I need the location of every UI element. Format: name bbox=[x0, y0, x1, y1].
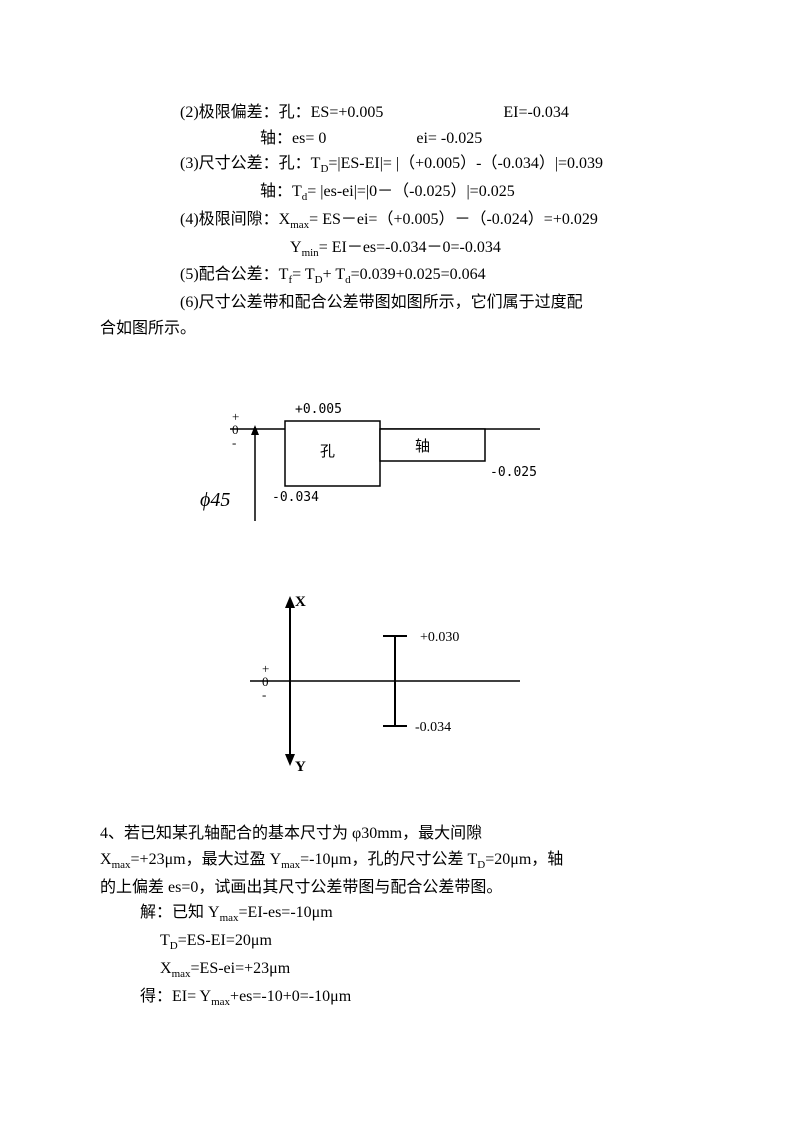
diagram1-svg: + 0 - +0.005 孔 轴 -0.034 -0.025 ϕ45 bbox=[200, 381, 560, 541]
line-2a: (2)极限偏差：孔：ES=+0.005EI=-0.034 bbox=[100, 100, 700, 126]
line-3a: (3)尺寸公差：孔：TD=|ES-EI|= |（+0.005）-（-0.034）… bbox=[100, 151, 700, 179]
q4-l6: Xmax=ES-ei=+23μm bbox=[100, 956, 700, 984]
d1-hole-label: 孔 bbox=[320, 443, 335, 460]
d1-phi: ϕ45 bbox=[200, 489, 230, 511]
tolerance-diagram-1: + 0 - +0.005 孔 轴 -0.034 -0.025 ϕ45 bbox=[200, 381, 700, 546]
line-3b: 轴：Td= |es-ei|=|0－（-0.025）|=0.025 bbox=[100, 179, 700, 207]
q4-l7: 得：EI= Ymax+es=-10+0=-10μm bbox=[100, 984, 700, 1012]
d1-br: -0.025 bbox=[490, 465, 537, 480]
q4-l1: 4、若已知某孔轴配合的基本尺寸为 φ30mm，最大间隙 bbox=[100, 821, 700, 847]
d2-top: +0.030 bbox=[420, 630, 459, 645]
d1-shaft-label: 轴 bbox=[415, 438, 430, 455]
line-6b: 合如图所示。 bbox=[100, 316, 700, 342]
diagram2-svg: X Y + 0 - +0.030 -0.034 bbox=[200, 586, 560, 776]
q4-l5: TD=ES-EI=20μm bbox=[100, 928, 700, 956]
d2-y: Y bbox=[295, 759, 306, 775]
line-2b: 轴：es= 0ei= -0.025 bbox=[100, 126, 700, 152]
q4-l4: 解：已知 Ymax=EI-es=-10μm bbox=[100, 900, 700, 928]
line-4b: Ymin= EI－es=-0.034－0=-0.034 bbox=[100, 235, 700, 263]
solution-text: (2)极限偏差：孔：ES=+0.005EI=-0.034 轴：es= 0ei= … bbox=[100, 100, 700, 341]
tolerance-diagram-2: X Y + 0 - +0.030 -0.034 bbox=[200, 586, 700, 781]
q4-l2: Xmax=+23μm，最大过盈 Ymax=-10μm，孔的尺寸公差 TD=20μ… bbox=[100, 847, 700, 875]
line-5: (5)配合公差：Tf= TD+ Td=0.039+0.025=0.064 bbox=[100, 262, 700, 290]
d1-bl: -0.034 bbox=[272, 490, 319, 505]
svg-text:-: - bbox=[262, 687, 266, 702]
line-6a: (6)尺寸公差带和配合公差带图如图所示，它们属于过度配 bbox=[100, 290, 700, 316]
line-4a: (4)极限间隙：Xmax= ES－ei=（+0.005）－（-0.024）=+0… bbox=[100, 207, 700, 235]
svg-text:-: - bbox=[232, 435, 236, 450]
d1-top-val: +0.005 bbox=[295, 402, 342, 417]
d2-x: X bbox=[295, 594, 306, 610]
d2-bot: -0.034 bbox=[415, 720, 451, 735]
question-4: 4、若已知某孔轴配合的基本尺寸为 φ30mm，最大间隙 Xmax=+23μm，最… bbox=[100, 821, 700, 1011]
q4-l3: 的上偏差 es=0，试画出其尺寸公差带图与配合公差带图。 bbox=[100, 875, 700, 901]
